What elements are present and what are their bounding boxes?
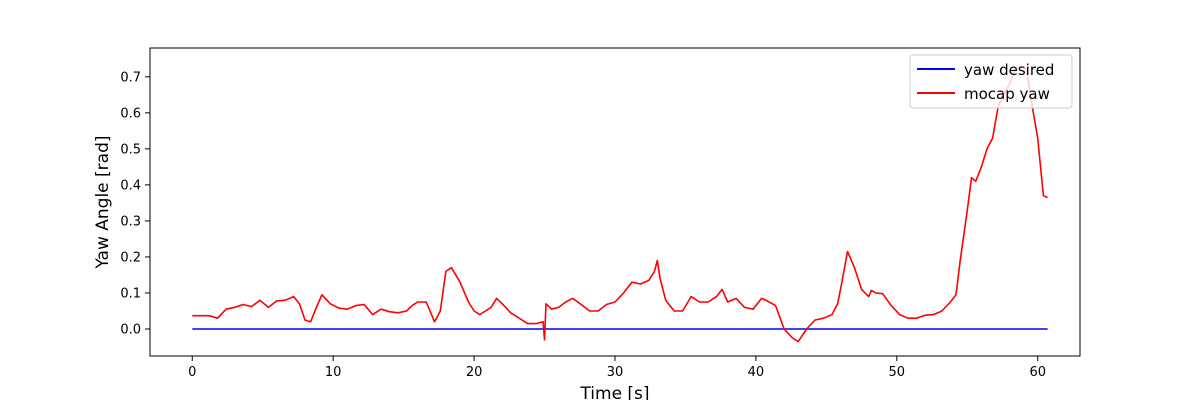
x-tick-label: 40: [748, 365, 765, 380]
y-tick-label: 0.3: [120, 214, 141, 229]
y-tick-label: 0.0: [120, 322, 141, 337]
y-tick-label: 0.6: [120, 106, 141, 121]
x-tick-label: 20: [466, 365, 483, 380]
y-axis-title: Yaw Angle [rad]: [93, 135, 113, 269]
x-tick-label: 30: [607, 365, 624, 380]
x-tick-label: 60: [1029, 365, 1046, 380]
legend-label-mocap-yaw: mocap yaw: [964, 85, 1050, 103]
legend-label-yaw-desired: yaw desired: [964, 61, 1054, 79]
y-axis-ticks: 0.0 0.1 0.2 0.3 0.4 0.5 0.6 0.7: [120, 70, 150, 337]
x-axis-title: Time [s]: [579, 384, 649, 400]
x-axis-ticks: 0 10 20 30 40 50 60: [188, 356, 1046, 380]
series-line-mocap-yaw: [192, 65, 1048, 343]
x-tick-label: 0: [188, 365, 196, 380]
x-tick-label: 10: [325, 365, 342, 380]
y-tick-label: 0.2: [120, 250, 141, 265]
y-tick-label: 0.1: [120, 286, 141, 301]
plot-lines: [192, 65, 1048, 343]
y-tick-label: 0.4: [120, 178, 141, 193]
y-tick-label: 0.5: [120, 142, 141, 157]
x-tick-label: 50: [889, 365, 906, 380]
legend: yaw desired mocap yaw: [909, 54, 1073, 109]
y-tick-label: 0.7: [120, 70, 141, 85]
